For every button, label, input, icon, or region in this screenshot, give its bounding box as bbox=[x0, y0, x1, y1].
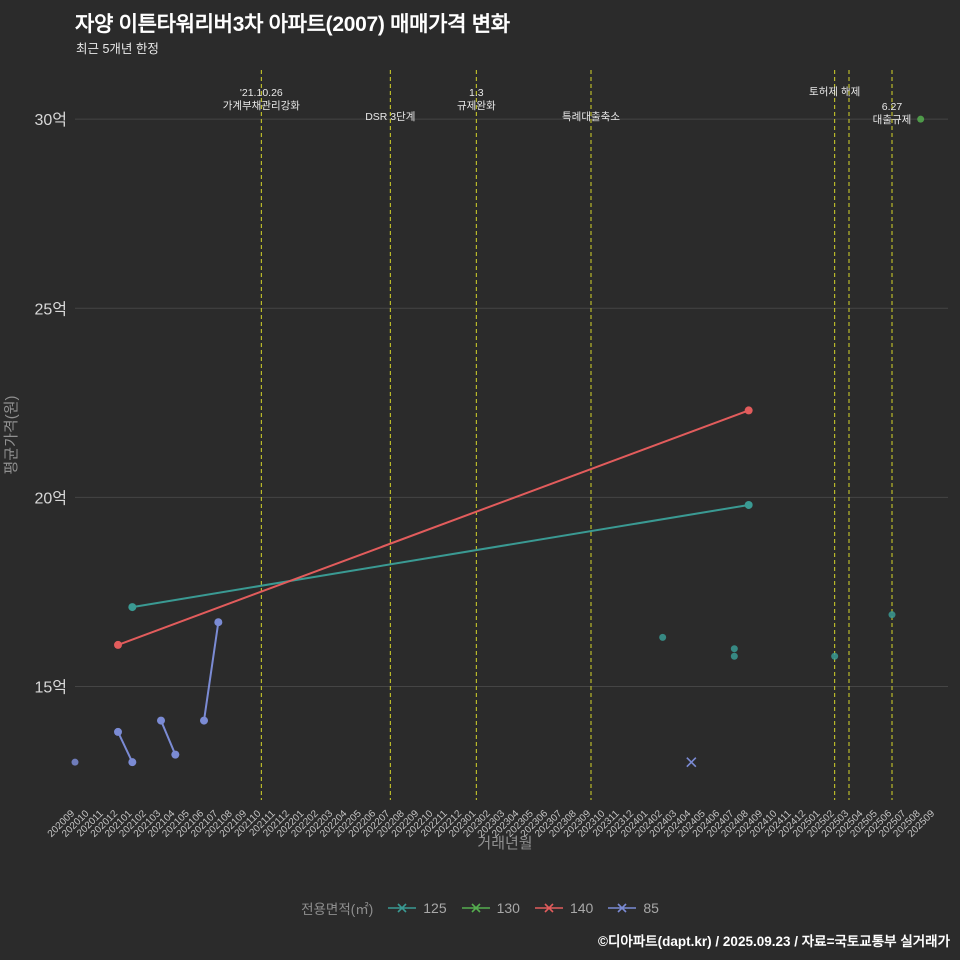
legend-marker-x bbox=[617, 903, 627, 913]
event-label: 규제완화 bbox=[457, 99, 496, 112]
y-tick-label: 25억 bbox=[34, 300, 67, 318]
legend-item-140[interactable]: 140 bbox=[534, 900, 593, 916]
series-line-125[interactable] bbox=[131, 503, 750, 609]
legend-marker-x bbox=[471, 903, 481, 913]
event-label: 토허제 해제 bbox=[809, 85, 860, 98]
chart-subtitle: 최근 5개년 한정 bbox=[76, 42, 159, 56]
legend-item-label: 125 bbox=[423, 900, 447, 916]
series-point-85[interactable] bbox=[214, 618, 223, 627]
series-point-125[interactable] bbox=[888, 611, 896, 619]
series-point-85[interactable] bbox=[200, 716, 208, 725]
series-point-125[interactable] bbox=[730, 645, 738, 653]
series-point-85[interactable] bbox=[128, 758, 137, 767]
event-label: 가계부채관리강화 bbox=[223, 100, 301, 112]
series-point-140[interactable] bbox=[114, 640, 122, 649]
legend-item-125[interactable]: 125 bbox=[387, 900, 447, 916]
series-point-130[interactable] bbox=[917, 115, 925, 123]
legend-item-130[interactable]: 130 bbox=[461, 900, 520, 916]
legend-marker-130 bbox=[461, 903, 490, 913]
y-tick-label: 30억 bbox=[34, 111, 67, 129]
event-label: 대출규제 bbox=[873, 114, 912, 126]
series-line-140[interactable] bbox=[117, 409, 750, 646]
legend-label: 전용면적(㎡) bbox=[301, 902, 374, 917]
event-label: DSR 3단계 bbox=[365, 111, 415, 123]
legend-item-label: 85 bbox=[643, 900, 659, 916]
event-label: 1.3 bbox=[469, 87, 484, 99]
y-axis-title: 평균가격(원) bbox=[3, 396, 20, 475]
event-label: 6.27 bbox=[882, 101, 903, 113]
series-line-85[interactable] bbox=[117, 730, 134, 764]
event-label: 특례대출축소 bbox=[562, 111, 620, 123]
series-point-85[interactable] bbox=[71, 758, 79, 766]
chart-title: 자양 이튼타워리버3차 아파트(2007) 매매가격 변화 bbox=[75, 13, 510, 36]
series-point-85[interactable] bbox=[114, 727, 122, 736]
series-point-125[interactable] bbox=[831, 652, 839, 660]
legend-item-label: 130 bbox=[496, 900, 520, 916]
source-credit: ©디아파트(dapt.kr) / 2025.09.23 / 자료=국토교통부 실… bbox=[598, 934, 950, 949]
y-tick-label: 20억 bbox=[34, 489, 67, 507]
series-point-125[interactable] bbox=[744, 500, 753, 509]
y-tick-label: 15억 bbox=[34, 679, 67, 697]
series-x-marker-85[interactable] bbox=[686, 757, 697, 768]
legend-marker-x bbox=[397, 903, 407, 913]
series-point-125[interactable] bbox=[659, 633, 667, 641]
legend-marker-85 bbox=[608, 903, 637, 913]
legend: 전용면적(㎡) 125 130 140 85 bbox=[0, 893, 960, 923]
x-axis-title: 거래년월 bbox=[477, 835, 532, 852]
legend-marker-125 bbox=[388, 903, 417, 913]
series-point-125[interactable] bbox=[730, 652, 738, 660]
series-point-85[interactable] bbox=[171, 750, 180, 759]
series-point-140[interactable] bbox=[744, 406, 753, 415]
event-label: '21.10.26 bbox=[240, 87, 283, 99]
series-point-125[interactable] bbox=[128, 603, 137, 612]
series-line-85[interactable] bbox=[160, 719, 177, 756]
legend-marker-x bbox=[544, 903, 554, 913]
series-point-85[interactable] bbox=[157, 716, 165, 725]
legend-item-85[interactable]: 85 bbox=[607, 900, 659, 916]
legend-item-label: 140 bbox=[569, 900, 594, 916]
legend-marker-140 bbox=[534, 903, 563, 913]
series-line-85[interactable] bbox=[203, 621, 220, 722]
